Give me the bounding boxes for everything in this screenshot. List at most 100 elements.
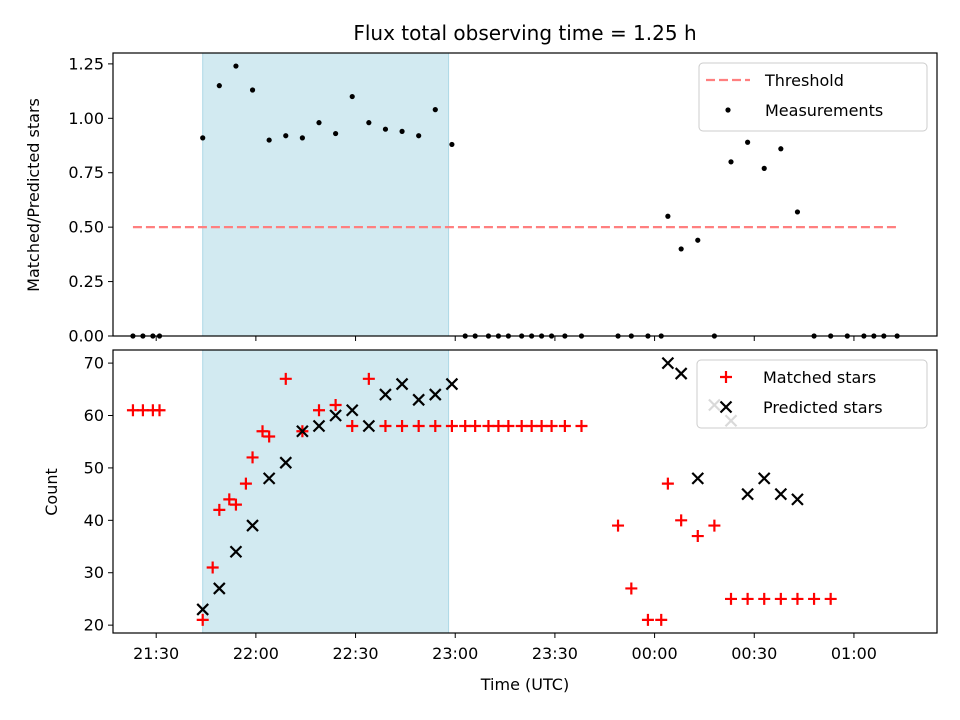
top-measurement-point [416, 133, 422, 139]
bottom-matched-point [612, 519, 625, 532]
bottom-predicted-point [312, 419, 326, 433]
bottom-matched-point [313, 404, 325, 417]
bottom-predicted-point [412, 393, 425, 407]
bottom-matched-point [229, 498, 242, 511]
bottom-matched-point [661, 477, 674, 490]
bottom-plot-frame [112, 349, 938, 634]
top-y-tick-label: 0.50 [68, 218, 104, 237]
top-measurement-point [761, 165, 767, 171]
bottom-matched-point [239, 477, 252, 490]
bottom-matched-point [641, 613, 654, 626]
x-tick-label: 22:30 [332, 644, 378, 663]
top-legend: Threshold Measurements [698, 62, 928, 132]
bottom-y-tick-label: 30 [84, 563, 104, 582]
x-tick-label: 23:30 [532, 644, 578, 663]
bottom-matched-point [741, 592, 754, 605]
bottom-shaded-interval [202, 349, 450, 634]
bottom-matched-point [256, 425, 269, 438]
bottom-matched-point [774, 592, 787, 605]
bottom-legend-label: Predicted stars [763, 398, 883, 417]
top-y-tick-label: 0.00 [68, 327, 104, 346]
bottom-matched-point [346, 419, 359, 432]
top-measurement-point [299, 135, 305, 141]
bottom-matched-point [691, 530, 704, 543]
bottom-matched-point [725, 592, 737, 605]
top-measurement-point [728, 159, 734, 165]
bottom-y-tick-label: 20 [84, 616, 104, 635]
bottom-matched-point [196, 613, 209, 626]
bottom-matched-point [575, 419, 588, 432]
bottom-predicted-point [213, 582, 226, 595]
bottom-matched-point [445, 419, 458, 432]
top-measurement-point [283, 133, 289, 139]
top-y-tick-label: 0.75 [68, 163, 104, 182]
bottom-matched-point [329, 399, 342, 412]
top-measurement-point [316, 120, 322, 126]
top-legend-box [698, 62, 928, 132]
bottom-legend-predicted-swatch [719, 400, 733, 414]
top-measurement-point [266, 137, 272, 143]
x-tick-label: 21:30 [133, 644, 179, 663]
bottom-predicted-point [262, 472, 276, 485]
bottom-matched-point [206, 561, 219, 574]
bottom-predicted-point [691, 472, 705, 485]
bottom-matched-point [791, 592, 804, 605]
bottom-matched-point [545, 419, 558, 432]
bottom-predicted-point [757, 472, 771, 485]
bottom-matched-point [429, 419, 442, 432]
top-y-tick-label: 0.25 [68, 272, 104, 291]
top-measurement-point [695, 237, 701, 243]
top-measurement-point [233, 63, 239, 69]
bottom-predicted-point [296, 424, 309, 438]
top-measurement-point [432, 107, 438, 113]
bottom-legend-label: Matched stars [763, 368, 876, 387]
top-measurement-point [382, 126, 389, 132]
top-measurement-point [678, 246, 684, 252]
bottom-matched-point [808, 592, 821, 605]
bottom-matched-point [279, 372, 292, 385]
bottom-matched-point [246, 451, 259, 464]
bottom-legend-box [696, 359, 928, 429]
bottom-matched-point [625, 582, 638, 595]
top-measurement-point [665, 213, 671, 219]
chart-title: Flux total observing time = 1.25 h [353, 21, 696, 45]
bottom-matched-point [758, 592, 771, 605]
bottom-predicted-point [246, 519, 259, 532]
bottom-matched-point [824, 592, 837, 605]
top-legend-measurement-swatch [725, 107, 731, 113]
top-measurement-point [745, 139, 751, 145]
bottom-y-tick-label: 50 [84, 458, 104, 477]
top-measurement-point [249, 87, 256, 93]
bottom-predicted-point [379, 388, 392, 401]
bottom-predicted-point [661, 356, 675, 370]
bottom-predicted-point [229, 545, 243, 559]
top-y-tick-label: 1.00 [68, 109, 104, 128]
top-panel: 0.00 0.25 0.50 0.75 1.00 1.25 Threshold Measure… [68, 52, 938, 346]
top-measurement-point [449, 141, 455, 148]
top-legend-label: Threshold [764, 71, 844, 90]
x-tick-label: 00:30 [731, 644, 777, 663]
bottom-matched-point [263, 430, 276, 443]
bottom-predicted-point [345, 403, 359, 417]
bottom-matched-point [655, 613, 668, 626]
top-plot-frame [112, 52, 938, 337]
bottom-predicted-point [429, 388, 442, 401]
bottom-predicted-point [362, 419, 376, 433]
bottom-legend-matched-swatch [720, 371, 732, 383]
bottom-predicted-point [279, 456, 293, 469]
bottom-matched-point [469, 419, 482, 432]
top-y-axis-label: Matched/Predicted stars [24, 98, 43, 292]
bottom-panel: 20 30 40 50 60 70 21:30 22:00 22:30 23:00 23:30 00:… [84, 349, 938, 663]
top-measurement-point [778, 146, 784, 152]
bottom-predicted-point [741, 487, 754, 501]
top-measurement-point [366, 120, 372, 126]
x-tick-label: 01:00 [831, 644, 877, 663]
bottom-matched-point [379, 419, 392, 432]
x-tick-label: 23:00 [432, 644, 478, 663]
bottom-predicted-point [196, 603, 209, 616]
bottom-predicted-point [329, 409, 342, 422]
bottom-matched-point [708, 519, 721, 532]
bottom-matched-point [396, 419, 409, 432]
bottom-y-tick-label: 40 [84, 511, 104, 530]
